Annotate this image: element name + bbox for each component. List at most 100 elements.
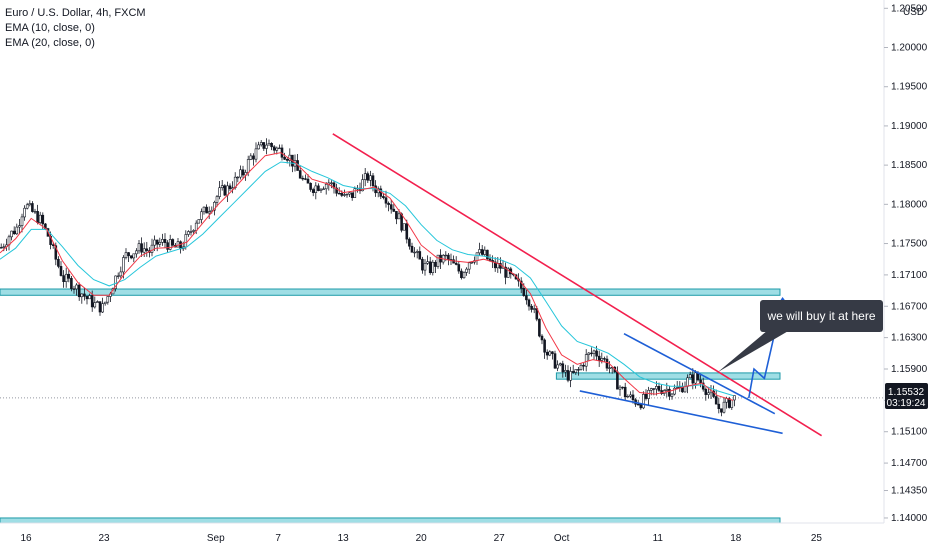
candle-body (559, 364, 561, 365)
candle-body (572, 371, 574, 372)
candle-body (128, 253, 130, 256)
candle-body (655, 386, 657, 389)
candle-body (276, 148, 278, 150)
candle-body (733, 396, 735, 400)
candle-body (57, 259, 59, 266)
candle-body (83, 294, 85, 296)
candle-body (575, 369, 577, 372)
ema20-line (0, 162, 733, 396)
candle-body (159, 242, 161, 244)
candle-body (557, 365, 559, 368)
candle-body (271, 143, 273, 146)
time-tick: 18 (730, 533, 742, 544)
candle-body (343, 195, 345, 196)
candle-body (286, 159, 288, 160)
candle-body (525, 296, 527, 300)
candle-body (601, 358, 603, 360)
candle-body (325, 184, 327, 189)
candle-body (354, 189, 356, 198)
candle-body (302, 178, 304, 179)
candle-body (629, 395, 631, 396)
candle-body (255, 149, 257, 159)
candle-body (564, 370, 566, 372)
candle-body (91, 296, 93, 307)
candle-body (694, 373, 696, 383)
candle-body (263, 142, 265, 148)
buy-callout: we will buy it at here (718, 300, 883, 372)
candle-body (81, 294, 83, 297)
candle-body (37, 211, 39, 222)
candle-body (479, 249, 481, 252)
candle-body (21, 217, 23, 226)
price-tick: 1.14350 (891, 486, 928, 497)
candle-body (723, 402, 725, 412)
candle-body (208, 212, 210, 213)
trendlines (333, 134, 822, 436)
candle-body (237, 177, 239, 178)
candle-body (616, 372, 618, 389)
candle-body (421, 259, 423, 270)
candle-body (622, 387, 624, 388)
candle-body (484, 250, 486, 254)
candle-body (466, 269, 468, 272)
candle-body (42, 215, 44, 224)
candle-body (323, 189, 325, 190)
candle-body (273, 147, 275, 150)
candle-body (250, 156, 252, 160)
candle-body (187, 232, 189, 235)
ema20-legend[interactable]: EMA (20, close, 0) (5, 36, 146, 51)
candle-body (432, 262, 434, 272)
candle-body (427, 262, 429, 264)
candle-body (718, 404, 720, 409)
candle-body (310, 183, 312, 189)
candle-body (424, 263, 426, 270)
price-tick: 1.14700 (891, 458, 928, 469)
candle-body (369, 176, 371, 181)
candle-body (546, 352, 548, 355)
candle-body (341, 193, 343, 195)
candle-body (130, 256, 132, 258)
candle-body (460, 271, 462, 278)
candle-body (284, 157, 286, 159)
candle-body (11, 231, 13, 237)
candle-body (382, 196, 384, 197)
candle-body (593, 351, 595, 354)
candle-body (125, 253, 127, 258)
candle-body (554, 354, 556, 368)
time-tick: 20 (416, 533, 428, 544)
candle-body (590, 353, 592, 354)
candle-body (239, 170, 241, 177)
candle-body (278, 148, 280, 149)
candle-body (107, 296, 109, 302)
currency-label: USD (903, 7, 924, 18)
candle-body (65, 274, 67, 281)
ema10-legend[interactable]: EMA (10, close, 0) (5, 21, 146, 36)
price-tick: 1.18000 (891, 199, 928, 210)
current-price-tag: 1.15532 03:19:24 (885, 383, 928, 409)
candle-body (585, 355, 587, 367)
candle-body (221, 186, 223, 188)
candle-body (603, 358, 605, 359)
candle-body (398, 214, 400, 219)
candle-body (247, 159, 249, 172)
candle-body (372, 176, 374, 186)
candle-body (219, 188, 221, 197)
candle-body (715, 397, 717, 405)
candle-body (70, 278, 72, 288)
candle-body (481, 249, 483, 254)
candle-body (414, 252, 416, 253)
candle-body (689, 375, 691, 378)
candle-body (463, 272, 465, 277)
symbol-title[interactable]: Euro / U.S. Dollar, 4h, FXCM (5, 6, 146, 21)
candle-body (658, 386, 660, 390)
time-tick: 7 (275, 533, 281, 544)
support-zone (556, 373, 780, 379)
support-zone (0, 518, 780, 523)
price-tick: 1.14000 (891, 513, 928, 524)
candle-body (570, 371, 572, 380)
time-axis[interactable]: 16 23 Sep 7 13 20 27 Oct 11 18 25 (20, 533, 822, 544)
candle-body (206, 207, 208, 213)
candle-body (458, 264, 460, 271)
candle-body (252, 156, 254, 159)
